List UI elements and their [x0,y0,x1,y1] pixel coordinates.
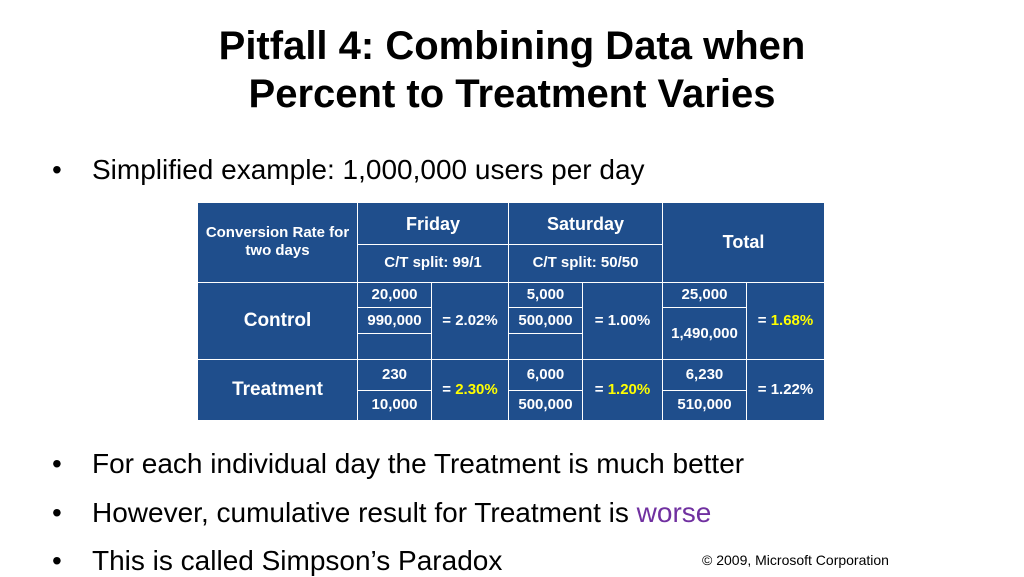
title-line-1: Pitfall 4: Combining Data when [218,24,806,68]
worse-highlight: worse [636,497,712,528]
treatment-friday-equals: = [442,381,456,399]
treatment-total-numerator: 6,230 [662,359,747,391]
control-total-numerator: 25,000 [662,281,747,309]
bullet-dot: • [52,448,62,479]
total-header: Total [661,202,826,283]
treatment-friday-rate: = 2.30% [431,359,509,421]
control-total-denominator: 1,490,000 [662,307,747,361]
control-friday-rate: = 2.02% [431,281,509,361]
bullet-individual-day: • For each individual day the Treatment i… [52,448,744,480]
bullet-simpsons-paradox: • This is called Simpson’s Paradox [52,545,502,577]
bullet-simplified-example: • Simplified example: 1,000,000 users per… [52,154,645,186]
treatment-saturday-numerator: 6,000 [508,359,583,391]
slide-title: Pitfall 4: Combining Data when Percent t… [0,22,1024,118]
title-line-2: Percent to Treatment Varies [248,72,776,116]
treatment-friday-denominator: 10,000 [357,389,432,421]
bullet-dot: • [52,497,62,528]
friday-header: Friday [357,201,509,246]
simpsons-paradox-table: Conversion Rate for two days Friday Satu… [197,201,826,421]
control-saturday-denominator: 500,000 [508,307,583,335]
treatment-saturday-rate: = 1.20% [582,359,663,421]
bullet-dot: • [52,545,62,576]
control-saturday-spacer [508,333,583,361]
bullet-text: This is called Simpson’s Paradox [92,545,503,576]
control-friday-numerator: 20,000 [357,281,432,309]
control-row-label: Control [197,281,358,361]
friday-split: C/T split: 99/1 [357,244,509,283]
copyright-notice: © 2009, Microsoft Corporation [702,552,889,568]
control-friday-spacer [357,333,432,361]
treatment-saturday-equals: = [594,381,608,399]
treatment-friday-rate-value: 2.30% [455,381,498,399]
control-total-rate: = 1.68% [745,281,826,361]
saturday-split: C/T split: 50/50 [508,244,663,283]
treatment-friday-numerator: 230 [357,359,432,391]
treatment-total-rate: = 1.22% [745,359,826,421]
table-corner-header: Conversion Rate for two days [197,202,358,283]
bullet-text: However, cumulative result for Treatment… [92,497,637,528]
control-saturday-rate: = 1.00% [582,281,663,361]
bullet-text: Simplified example: 1,000,000 users per … [92,154,645,185]
control-friday-denominator: 990,000 [357,307,432,335]
bullet-cumulative-result: • However, cumulative result for Treatmen… [52,497,711,529]
saturday-header: Saturday [508,201,663,246]
control-total-equals: = [757,311,771,329]
bullet-dot: • [52,154,62,185]
bullet-text: For each individual day the Treatment is… [92,448,745,479]
control-saturday-numerator: 5,000 [508,281,583,309]
treatment-row-label: Treatment [197,359,358,421]
treatment-total-denominator: 510,000 [662,389,747,421]
treatment-saturday-denominator: 500,000 [508,389,583,421]
control-total-rate-value: 1.68% [770,311,814,329]
treatment-saturday-rate-value: 1.20% [607,381,651,399]
